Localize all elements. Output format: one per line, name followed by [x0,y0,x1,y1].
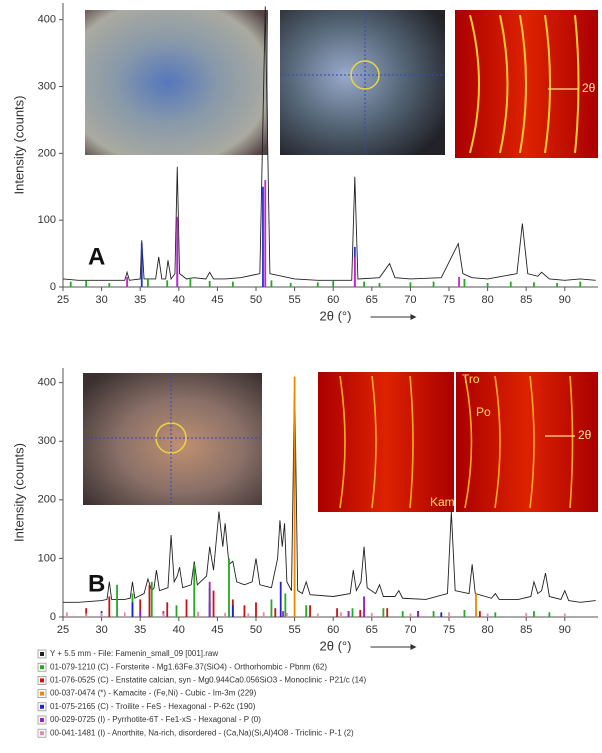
x-tick-label: 25 [57,624,69,636]
legend-swatch [40,678,44,682]
legend-label: 00-041-1481 (I) - Anorthite, Na-rich, di… [50,728,354,737]
legend-swatch [40,652,44,656]
legend-label: Y + 5.5 mm - File: Famenin_small_09 [001… [50,649,218,658]
legend-label: 00-037-0474 (*) - Kamacite - (Fe,Ni) - C… [50,689,257,698]
y-tick-label: 400 [38,14,56,26]
annotation: Po [476,405,491,419]
x-tick-label: 50 [250,624,262,636]
x-tick-label: 90 [559,294,571,306]
x-tick-label: 65 [366,294,378,306]
x-tick-label: 75 [443,294,455,306]
x-tick-label: 55 [288,294,300,306]
x-tick-label: 30 [95,624,107,636]
x-axis-label: 2θ (°) [320,638,352,653]
y-tick-label: 0 [50,611,56,623]
x-tick-label: 55 [288,624,300,636]
arrow-head [411,644,417,650]
annotation: 2θ [582,81,596,95]
x-tick-label: 80 [481,294,493,306]
y-tick-label: 300 [38,435,56,447]
x-tick-label: 85 [520,624,532,636]
photo [83,373,262,505]
x-tick-label: 35 [134,294,146,306]
y-axis-label: Intensity (counts) [11,443,26,542]
annotation: Tro [462,372,480,386]
x-tick-label: 40 [173,624,185,636]
y-axis-label: Intensity (counts) [11,96,26,195]
y-tick-label: 200 [38,147,56,159]
x-tick-label: 90 [559,624,571,636]
x-tick-label: 80 [481,624,493,636]
photo [85,10,268,155]
legend-label: 00-029-0725 (I) - Pyrrhotite-6T - Fe1-xS… [50,715,261,724]
legend-swatch [40,718,44,722]
figure: 0100200300400253035404550556065707580859… [0,0,602,748]
x-tick-label: 30 [95,294,107,306]
photo [280,10,445,155]
legend-swatch [40,731,44,735]
x-tick-label: 25 [57,294,69,306]
diffraction-image [456,372,598,512]
annotation: 2θ [578,428,592,442]
legend-label: 01-079-1210 (C) - Forsterite - Mg1.63Fe.… [50,662,327,671]
x-tick-label: 45 [211,624,223,636]
x-tick-label: 50 [250,294,262,306]
x-tick-label: 85 [520,294,532,306]
x-tick-label: 60 [327,624,339,636]
x-tick-label: 75 [443,624,455,636]
x-tick-label: 40 [173,294,185,306]
x-tick-label: 70 [404,624,416,636]
y-tick-label: 300 [38,80,56,92]
x-tick-label: 60 [327,294,339,306]
y-tick-label: 400 [38,377,56,389]
y-tick-label: 100 [38,214,56,226]
arrow-head [411,314,417,320]
legend-label: 01-076-0525 (C) - Enstatite calcian, syn… [50,676,366,685]
panel-label: B [88,570,105,597]
x-tick-label: 35 [134,624,146,636]
x-axis-label: 2θ (°) [320,308,352,323]
legend-label: 01-075-2165 (C) - Troilite - FeS - Hexag… [50,702,256,711]
diffraction-image [318,372,454,512]
y-tick-label: 0 [50,281,56,293]
legend-swatch [40,665,44,669]
panel-label: A [88,243,105,270]
x-tick-label: 70 [404,294,416,306]
x-tick-label: 65 [366,624,378,636]
legend-swatch [40,692,44,696]
x-tick-label: 45 [211,294,223,306]
legend-swatch [40,705,44,709]
y-tick-label: 100 [38,552,56,564]
y-tick-label: 200 [38,494,56,506]
annotation: Kam [430,495,455,509]
